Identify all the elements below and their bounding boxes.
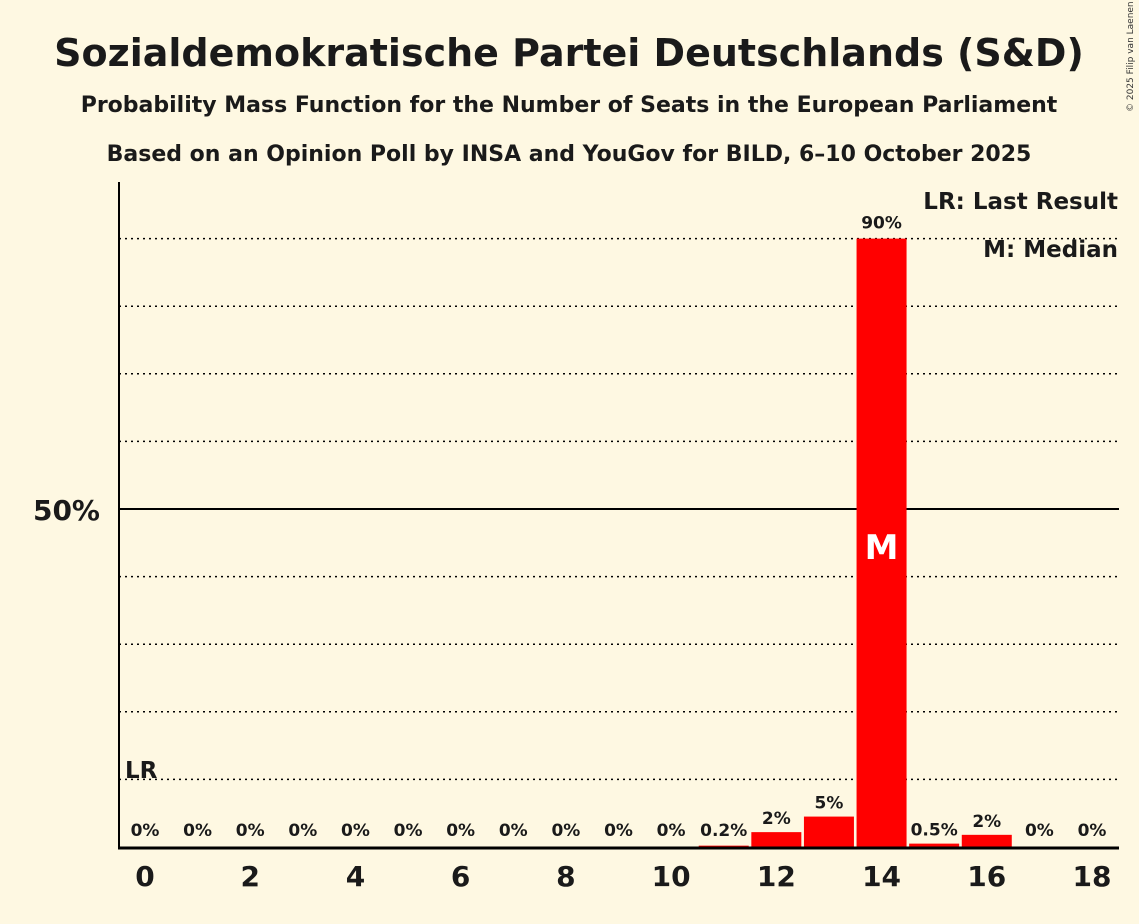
data-label-seat-12: 2% — [762, 809, 791, 829]
data-label-seat-17: 0% — [1025, 821, 1054, 841]
x-tick-6: 6 — [451, 860, 470, 893]
x-tick-16: 16 — [967, 860, 1006, 893]
data-label-seat-11: 0.2% — [700, 821, 747, 841]
last-result-marker: LR — [125, 758, 158, 784]
x-tick-10: 10 — [652, 860, 691, 893]
data-labels: 0% 0% 0% 0% 0% 0% 0% 0% 0% 0% 0% 0.2% 2% 5% 90% 0.5% 2% 0… — [131, 214, 1107, 841]
legend-median: M: Median — [983, 237, 1118, 263]
data-label-seat-16: 2% — [972, 812, 1001, 832]
bar-seat-15 — [909, 843, 960, 847]
gridlines — [119, 237, 1119, 781]
data-label-seat-6: 0% — [446, 821, 475, 841]
y-tick-50: 50% — [33, 494, 100, 527]
data-label-seat-18: 0% — [1078, 821, 1107, 841]
legend-last-result: LR: Last Result — [923, 189, 1118, 215]
data-label-seat-7: 0% — [499, 821, 528, 841]
data-label-seat-13: 5% — [815, 794, 844, 814]
data-label-seat-14: 90% — [861, 214, 902, 234]
x-tick-0: 0 — [135, 860, 154, 893]
x-tick-8: 8 — [556, 860, 575, 893]
x-tick-14: 14 — [862, 860, 901, 893]
data-label-seat-2: 0% — [236, 821, 265, 841]
data-label-seat-9: 0% — [604, 821, 633, 841]
x-tick-2: 2 — [240, 860, 259, 893]
x-tick-18: 18 — [1073, 860, 1112, 893]
data-label-seat-15: 0.5% — [911, 821, 958, 841]
data-label-seat-3: 0% — [288, 821, 317, 841]
data-label-seat-5: 0% — [394, 821, 423, 841]
chart-subtitle: Probability Mass Function for the Number… — [81, 93, 1058, 118]
bar-seat-11 — [698, 845, 749, 847]
data-label-seat-10: 0% — [657, 821, 686, 841]
data-label-seat-0: 0% — [131, 821, 160, 841]
x-tick-12: 12 — [757, 860, 796, 893]
copyright: © 2025 Filip van Laenen — [1126, 1, 1136, 112]
data-label-seat-8: 0% — [551, 821, 580, 841]
bar-seat-16 — [961, 834, 1012, 847]
median-marker: M — [865, 528, 899, 568]
chart-title: Sozialdemokratische Partei Deutschlands … — [54, 31, 1084, 75]
data-label-seat-4: 0% — [341, 821, 370, 841]
bar-seat-14 — [856, 238, 907, 848]
bar-seat-13 — [803, 816, 854, 847]
x-tick-4: 4 — [346, 860, 365, 893]
chart-subtitle-2: Based on an Opinion Poll by INSA and You… — [107, 142, 1032, 167]
bar-seat-12 — [751, 832, 802, 847]
bars — [698, 238, 1012, 848]
x-axis-ticks: 0 2 4 6 8 10 12 14 16 18 — [135, 860, 1111, 893]
data-label-seat-1: 0% — [183, 821, 212, 841]
